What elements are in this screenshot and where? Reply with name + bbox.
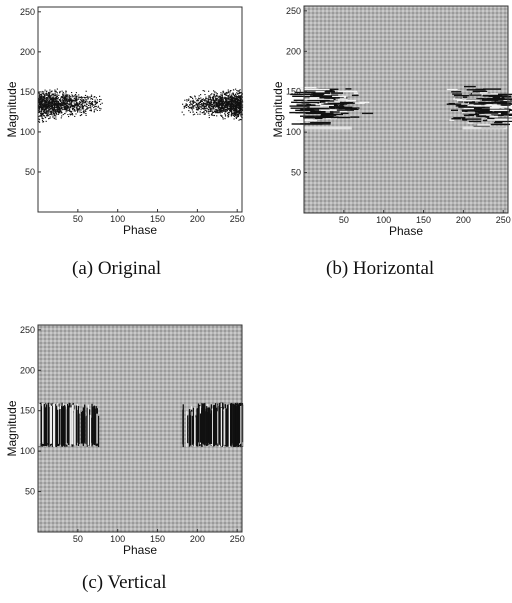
x-tick-label: 250: [230, 214, 245, 224]
x-tick-label: 150: [150, 534, 165, 544]
x-axis-label: Phase: [123, 543, 157, 557]
panel-a: 50 100 150 200 250 50 100 150 200 250 Phase Magnitu…: [0, 0, 256, 250]
x-tick-label: 100: [376, 215, 391, 225]
caption-b: (b) Horizontal: [326, 258, 435, 279]
chart-b: 50 100 150 200 250 50 100 150 200 250 Phase Magnitu…: [271, 5, 512, 238]
y-tick-label: 100: [286, 127, 301, 137]
y-tick-label: 250: [286, 6, 301, 16]
x-tick-label: 200: [190, 214, 205, 224]
x-tick-label: 200: [456, 215, 471, 225]
y-tick-label: 200: [20, 365, 35, 375]
y-axis-label: Magnitude: [5, 81, 19, 137]
x-tick-label: 50: [73, 214, 83, 224]
x-axis-label: Phase: [389, 224, 423, 238]
x-tick-label: 50: [339, 215, 349, 225]
plot-frame: [37, 6, 243, 213]
caption-a: (a) Original: [72, 258, 162, 279]
y-tick-label: 150: [286, 87, 301, 97]
x-axis-label: Phase: [123, 223, 157, 237]
y-tick-label: 150: [20, 406, 35, 416]
x-tick-label: 150: [150, 214, 165, 224]
y-tick-label: 150: [20, 87, 35, 97]
caption-c: (c) Vertical: [82, 572, 167, 593]
panel-c: 50 100 150 200 250 50 100 150 200 250 Phase Magnitu…: [0, 318, 256, 568]
panel-b: 50 100 150 200 250 50 100 150 200 250 Phase Magnitu…: [256, 0, 512, 250]
y-tick-label: 250: [20, 7, 35, 17]
plot-frame: [37, 324, 243, 533]
y-axis-label: Magnitude: [271, 81, 285, 137]
x-tick-label: 100: [110, 534, 125, 544]
y-tick-label: 250: [20, 325, 35, 335]
y-tick-label: 50: [291, 168, 301, 178]
data-region-2: [446, 85, 512, 130]
data-region-1: [38, 402, 100, 448]
x-tick-label: 250: [230, 534, 245, 544]
y-tick-label: 100: [20, 127, 35, 137]
x-tick-label: 150: [416, 215, 431, 225]
x-tick-label: 250: [496, 215, 511, 225]
chart-c: 50 100 150 200 250 50 100 150 200 250 Phase Magnitu…: [5, 324, 245, 557]
x-tick-label: 200: [190, 534, 205, 544]
data-region-2: [182, 402, 244, 448]
y-tick-label: 50: [25, 167, 35, 177]
y-tick-label: 50: [25, 487, 35, 497]
y-tick-label: 200: [20, 47, 35, 57]
y-tick-label: 100: [20, 446, 35, 456]
x-tick-label: 100: [110, 214, 125, 224]
data-region-1: [38, 88, 103, 123]
chart-a: 50 100 150 200 250 50 100 150 200 250 Phase Magnitu…: [5, 6, 245, 237]
plot-frame: [303, 5, 509, 214]
x-tick-label: 50: [73, 534, 83, 544]
y-tick-label: 200: [286, 46, 301, 56]
data-region-1: [289, 87, 374, 130]
y-axis-label: Magnitude: [5, 400, 19, 456]
